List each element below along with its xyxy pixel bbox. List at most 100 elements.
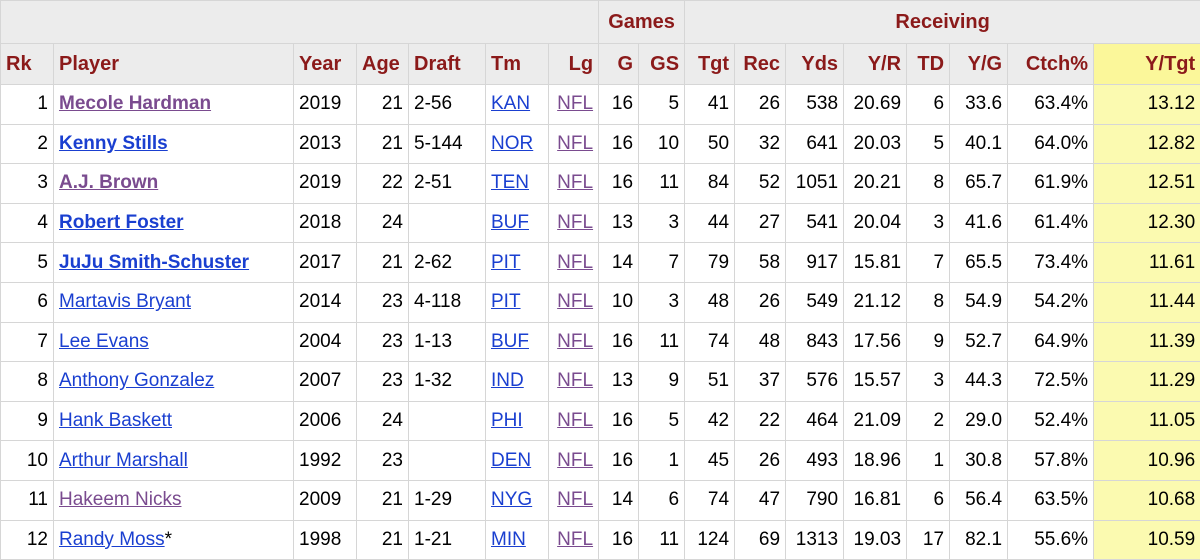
team-cell: TEN <box>486 164 549 204</box>
player-link[interactable]: Mecole Hardman <box>59 93 211 114</box>
league-link[interactable]: NFL <box>557 93 593 114</box>
league-link[interactable]: NFL <box>557 331 593 352</box>
catch-pct-cell: 61.4% <box>1008 203 1094 243</box>
player-link[interactable]: JuJu Smith-Schuster <box>59 252 249 273</box>
player-link[interactable]: A.J. Brown <box>59 172 158 193</box>
team-link[interactable]: NOR <box>491 133 533 154</box>
catch-pct-cell: 64.0% <box>1008 124 1094 164</box>
col-header-yr[interactable]: Y/R <box>844 44 907 85</box>
yards-per-target-cell: 11.44 <box>1094 282 1200 322</box>
player-link[interactable]: Lee Evans <box>59 331 149 352</box>
col-header-player[interactable]: Player <box>54 44 294 85</box>
col-header-year[interactable]: Year <box>294 44 357 85</box>
team-link[interactable]: TEN <box>491 172 529 193</box>
player-link[interactable]: Hank Baskett <box>59 410 172 431</box>
league-link[interactable]: NFL <box>557 212 593 233</box>
year-cell: 2007 <box>294 362 357 402</box>
yards-per-target-cell: 12.82 <box>1094 124 1200 164</box>
catch-pct-cell: 57.8% <box>1008 441 1094 481</box>
yards-per-game-cell: 40.1 <box>950 124 1008 164</box>
team-cell: DEN <box>486 441 549 481</box>
col-header-ytgt[interactable]: Y/Tgt <box>1094 44 1200 85</box>
yards-per-reception-cell: 20.03 <box>844 124 907 164</box>
games-cell: 14 <box>599 480 639 520</box>
draft-cell: 2-51 <box>409 164 486 204</box>
league-link[interactable]: NFL <box>557 291 593 312</box>
column-header-row: Rk Player Year Age Draft Tm Lg G GS Tgt … <box>1 44 1200 85</box>
team-link[interactable]: PIT <box>491 291 521 312</box>
yards-cell: 1313 <box>786 520 844 560</box>
rank-cell: 7 <box>1 322 54 362</box>
col-header-td[interactable]: TD <box>907 44 950 85</box>
col-header-tgt[interactable]: Tgt <box>685 44 735 85</box>
yards-per-target-cell: 12.51 <box>1094 164 1200 204</box>
player-cell: Anthony Gonzalez <box>54 362 294 402</box>
league-cell: NFL <box>549 243 599 283</box>
col-header-gs[interactable]: GS <box>639 44 685 85</box>
catch-pct-cell: 52.4% <box>1008 401 1094 441</box>
league-link[interactable]: NFL <box>557 489 593 510</box>
league-link[interactable]: NFL <box>557 172 593 193</box>
draft-cell: 1-32 <box>409 362 486 402</box>
player-link[interactable]: Kenny Stills <box>59 133 168 154</box>
col-header-g[interactable]: G <box>599 44 639 85</box>
targets-cell: 44 <box>685 203 735 243</box>
yards-per-target-cell: 11.29 <box>1094 362 1200 402</box>
league-link[interactable]: NFL <box>557 252 593 273</box>
col-header-rec[interactable]: Rec <box>735 44 786 85</box>
player-link[interactable]: Robert Foster <box>59 212 184 233</box>
games-cell: 16 <box>599 401 639 441</box>
col-header-ctch[interactable]: Ctch% <box>1008 44 1094 85</box>
col-header-lg[interactable]: Lg <box>549 44 599 85</box>
team-link[interactable]: NYG <box>491 489 532 510</box>
team-link[interactable]: MIN <box>491 529 526 550</box>
team-link[interactable]: IND <box>491 370 524 391</box>
games-cell: 14 <box>599 243 639 283</box>
age-cell: 23 <box>357 322 409 362</box>
team-link[interactable]: DEN <box>491 450 531 471</box>
col-header-age[interactable]: Age <box>357 44 409 85</box>
col-header-yg[interactable]: Y/G <box>950 44 1008 85</box>
age-cell: 21 <box>357 480 409 520</box>
league-link[interactable]: NFL <box>557 370 593 391</box>
player-link[interactable]: Martavis Bryant <box>59 291 191 312</box>
team-link[interactable]: BUF <box>491 331 529 352</box>
touchdowns-cell: 6 <box>907 480 950 520</box>
player-link[interactable]: Hakeem Nicks <box>59 489 181 510</box>
draft-cell: 1-29 <box>409 480 486 520</box>
col-header-rk[interactable]: Rk <box>1 44 54 85</box>
league-link[interactable]: NFL <box>557 410 593 431</box>
col-header-tm[interactable]: Tm <box>486 44 549 85</box>
draft-cell: 1-13 <box>409 322 486 362</box>
age-cell: 21 <box>357 85 409 125</box>
player-link[interactable]: Randy Moss <box>59 529 165 550</box>
games-cell: 13 <box>599 362 639 402</box>
yards-cell: 1051 <box>786 164 844 204</box>
touchdowns-cell: 6 <box>907 85 950 125</box>
team-cell: IND <box>486 362 549 402</box>
player-link[interactable]: Arthur Marshall <box>59 450 188 471</box>
team-link[interactable]: BUF <box>491 212 529 233</box>
player-link[interactable]: Anthony Gonzalez <box>59 370 214 391</box>
team-cell: MIN <box>486 520 549 560</box>
team-link[interactable]: PIT <box>491 252 521 273</box>
team-link[interactable]: KAN <box>491 93 530 114</box>
league-link[interactable]: NFL <box>557 529 593 550</box>
league-link[interactable]: NFL <box>557 133 593 154</box>
col-header-draft[interactable]: Draft <box>409 44 486 85</box>
yards-per-reception-cell: 15.81 <box>844 243 907 283</box>
team-link[interactable]: PHI <box>491 410 523 431</box>
player-cell: Hakeem Nicks <box>54 480 294 520</box>
league-cell: NFL <box>549 322 599 362</box>
yards-per-game-cell: 44.3 <box>950 362 1008 402</box>
catch-pct-cell: 63.4% <box>1008 85 1094 125</box>
games-started-cell: 5 <box>639 401 685 441</box>
games-started-cell: 11 <box>639 322 685 362</box>
league-link[interactable]: NFL <box>557 450 593 471</box>
games-cell: 16 <box>599 520 639 560</box>
col-header-yds[interactable]: Yds <box>786 44 844 85</box>
receptions-cell: 26 <box>735 441 786 481</box>
player-cell: Martavis Bryant <box>54 282 294 322</box>
